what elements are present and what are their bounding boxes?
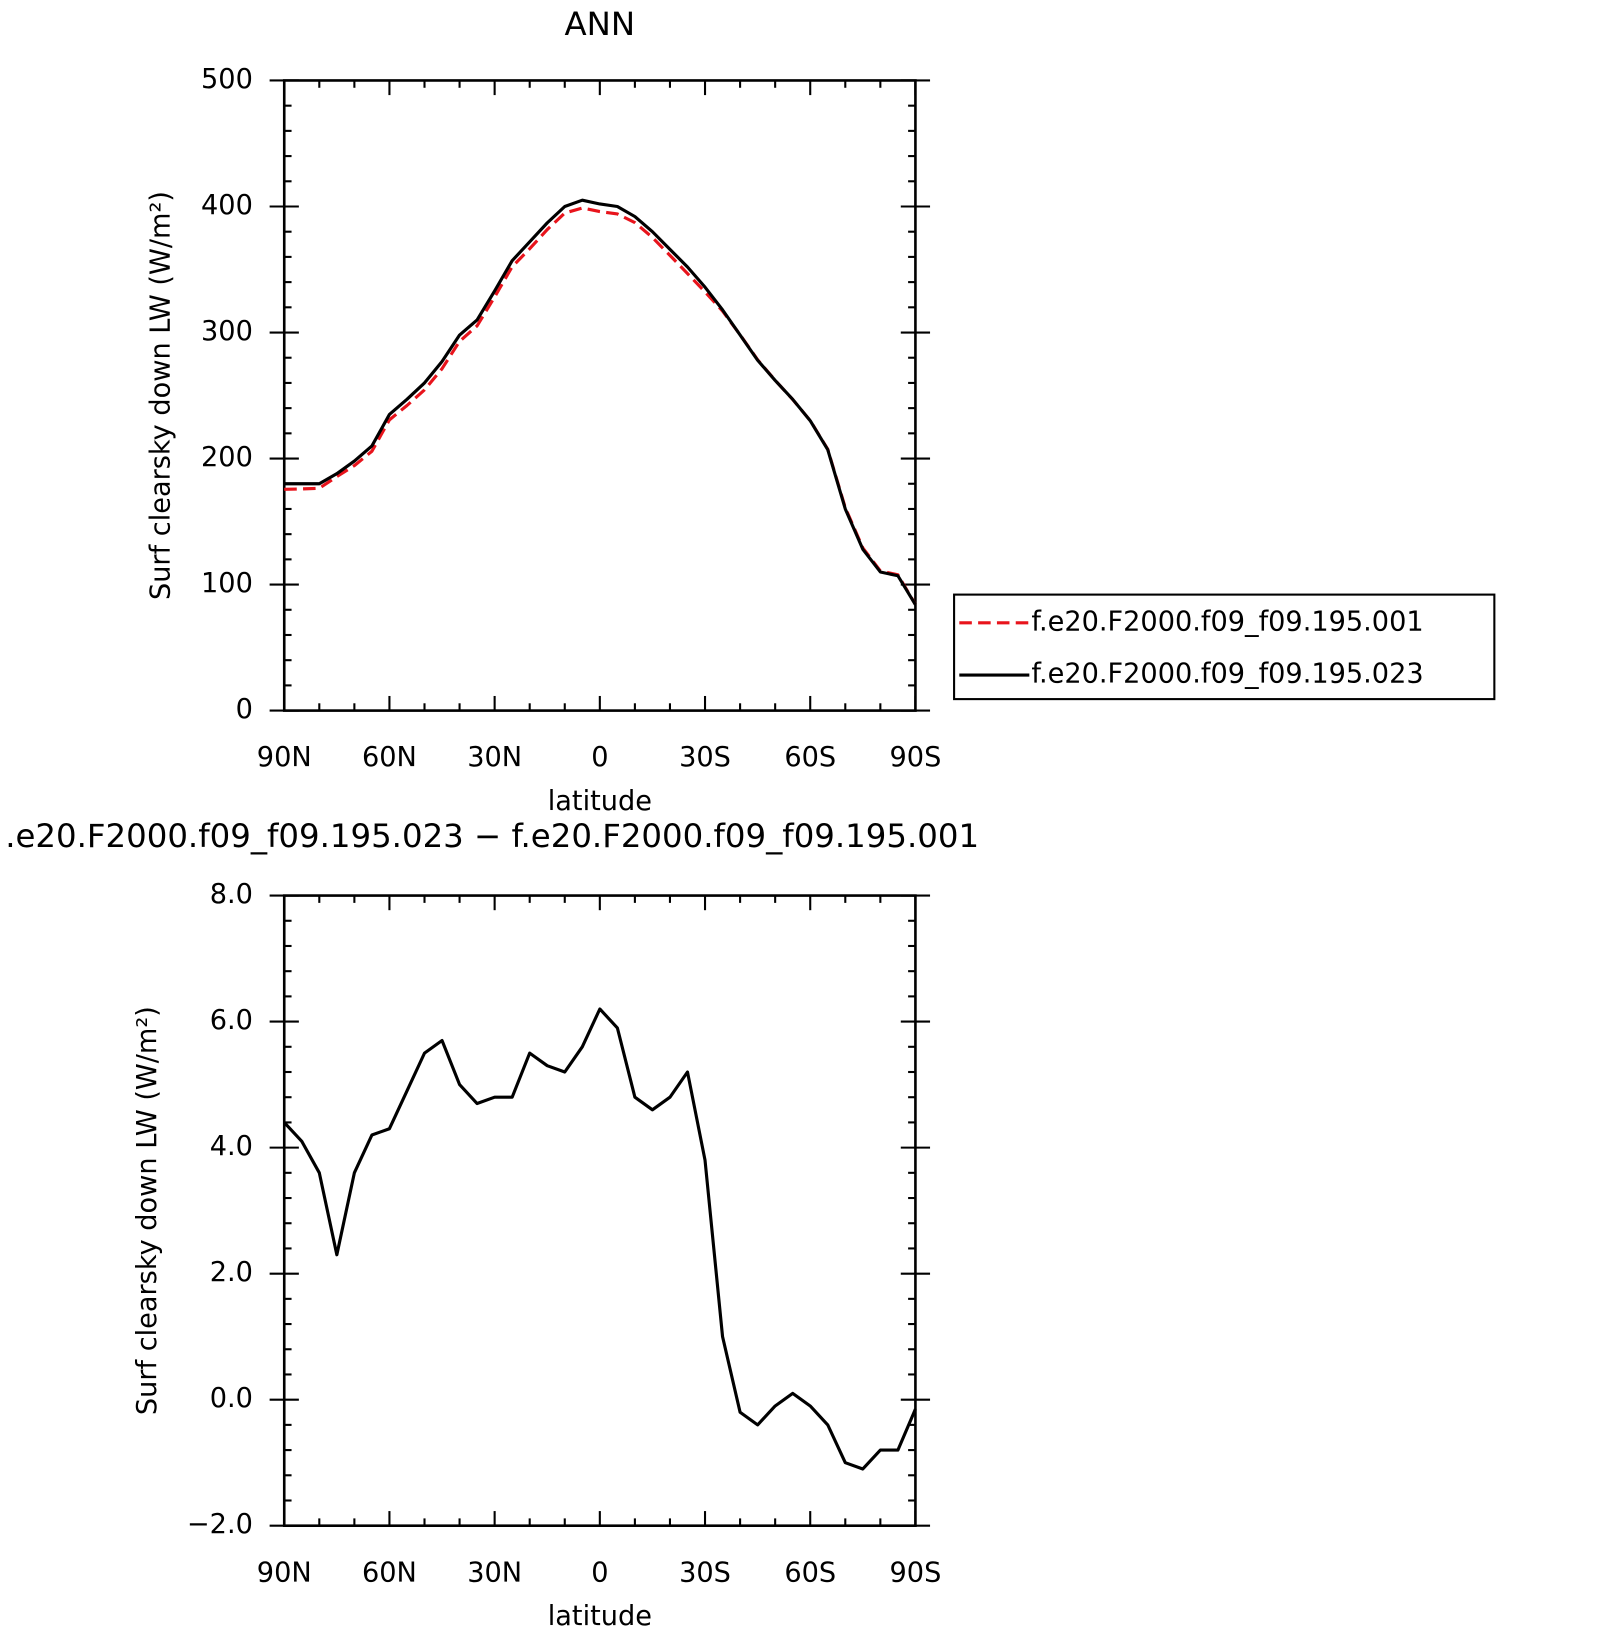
x-tick-label: 60S: [784, 1557, 836, 1588]
chart-title: .e20.F2000.f09_f09.195.023 − f.e20.F2000…: [5, 817, 979, 855]
x-tick-label: 30N: [467, 742, 522, 773]
y-tick-label: 100: [201, 568, 253, 599]
y-tick-label: 400: [201, 190, 253, 221]
y-axis-label: Surf clearsky down LW (W/m²): [145, 191, 176, 600]
legend-box: [953, 593, 1496, 701]
x-axis-label: latitude: [548, 1601, 652, 1632]
x-tick-label: 0: [591, 742, 608, 773]
x-tick-label: 90N: [257, 1557, 312, 1588]
legend-label: f.e20.F2000.f09_f09.195.023: [1031, 659, 1423, 690]
legend-label: f.e20.F2000.f09_f09.195.001: [1031, 606, 1423, 637]
y-tick-label: 6.0: [210, 1005, 253, 1036]
x-tick-label: 90N: [257, 742, 312, 773]
y-tick-label: 500: [201, 64, 253, 95]
y-tick-label: 0: [236, 694, 253, 725]
y-tick-label: 4.0: [210, 1131, 253, 1162]
y-axis-label: Surf clearsky down LW (W/m²): [132, 1006, 163, 1415]
x-tick-label: 30S: [679, 1557, 731, 1588]
y-tick-label: 300: [201, 316, 253, 347]
plot-frame: [282, 79, 917, 712]
y-tick-label: 8.0: [210, 879, 253, 910]
y-tick-label: −2.0: [187, 1509, 253, 1540]
x-tick-label: 90S: [890, 1557, 942, 1588]
chart-title: ANN: [565, 5, 636, 43]
x-tick-label: 60N: [362, 1557, 417, 1588]
x-tick-label: 30S: [679, 742, 731, 773]
x-tick-label: 30N: [467, 1557, 522, 1588]
data-line: [283, 1007, 917, 1471]
y-tick-label: 0.0: [210, 1383, 253, 1414]
x-tick-label: 90S: [890, 742, 942, 773]
x-tick-label: 0: [591, 1557, 608, 1588]
y-tick-label: 2.0: [210, 1257, 253, 1288]
x-axis-label: latitude: [548, 786, 652, 817]
plot-frame: [282, 894, 917, 1528]
x-tick-label: 60S: [784, 742, 836, 773]
canvas: ANN latitude Surf clearsky down LW (W/m²) 9…: [5, 5, 1496, 1632]
x-tick-label: 60N: [362, 742, 417, 773]
data-line: [284, 206, 917, 606]
data-line: [284, 198, 917, 606]
y-tick-label: 200: [201, 442, 253, 473]
